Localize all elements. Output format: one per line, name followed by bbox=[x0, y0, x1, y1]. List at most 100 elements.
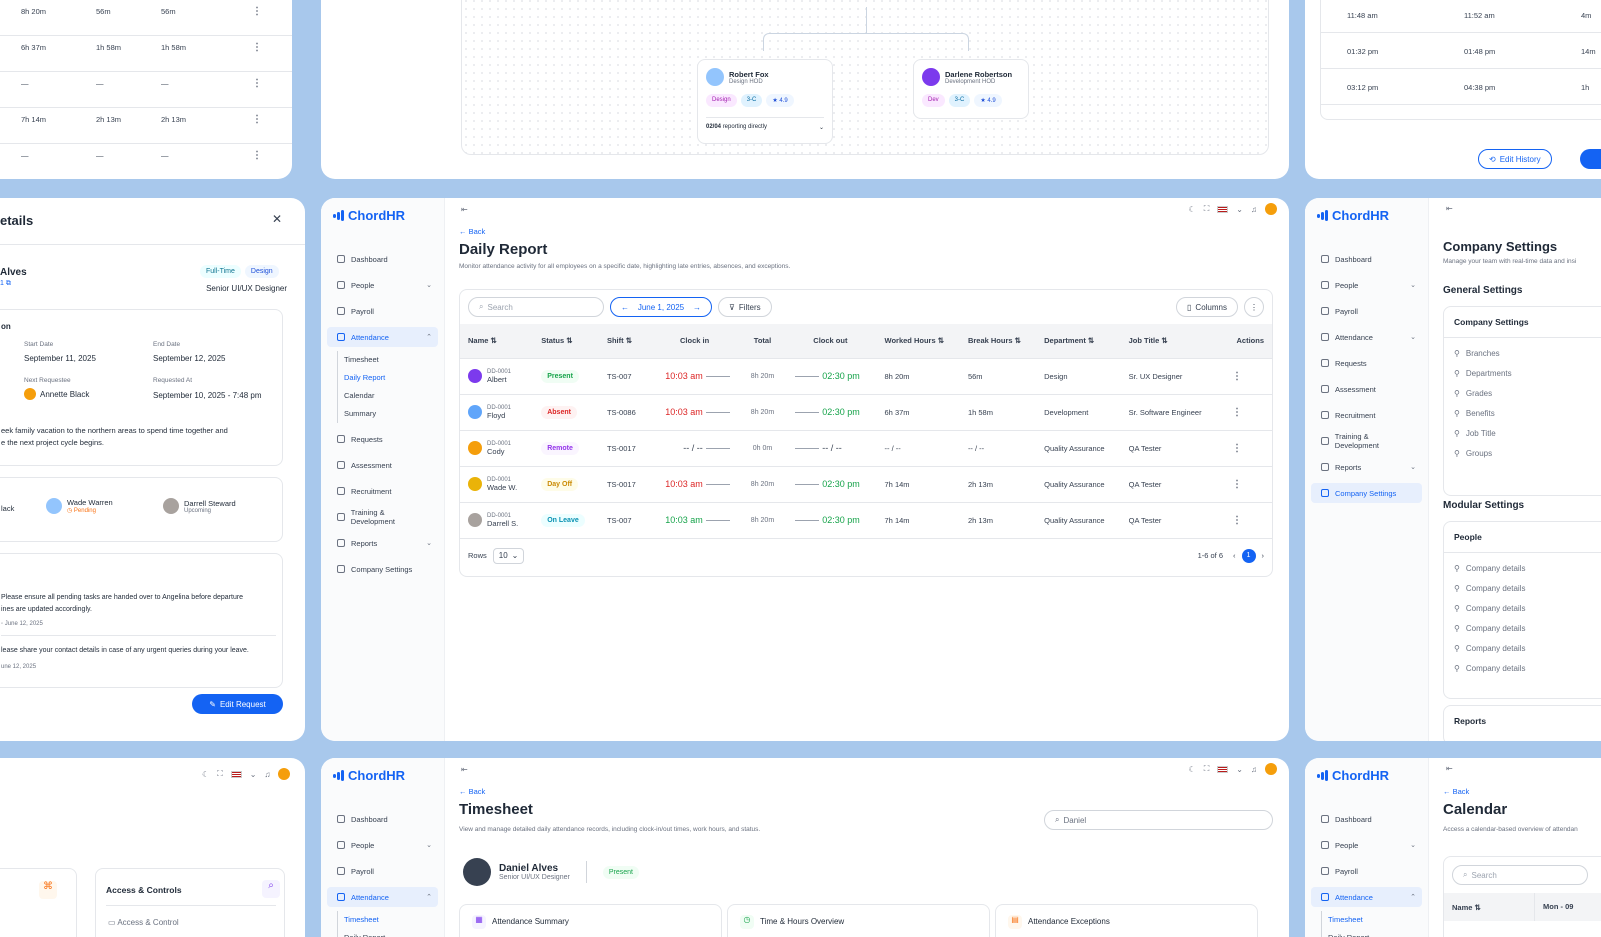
column-header[interactable]: Total bbox=[740, 324, 785, 358]
sidebar-item-assessment[interactable]: Assessment bbox=[327, 455, 438, 475]
moon-icon[interactable]: ☾ bbox=[202, 769, 210, 779]
chevron-down-icon[interactable]: ⌄ bbox=[1236, 764, 1243, 774]
chevron-down-icon[interactable]: ⌄ bbox=[818, 125, 824, 131]
column-header[interactable]: Break Hours ⇅ bbox=[959, 324, 1037, 358]
flag-icon[interactable] bbox=[230, 770, 242, 778]
chevron-icon[interactable]: ⌄ bbox=[1410, 842, 1416, 849]
sidebar-item-attendance[interactable]: Attendance ⌄ bbox=[1311, 327, 1422, 347]
collapse-sidebar-icon[interactable]: ⇤ bbox=[1446, 764, 1453, 773]
chevron-icon[interactable]: ⌃ bbox=[1410, 894, 1416, 901]
flag-icon[interactable] bbox=[1217, 765, 1229, 773]
sidebar-item-training-development[interactable]: Training & Development bbox=[327, 507, 438, 527]
settings-item[interactable]: ⚲ Company details bbox=[1454, 664, 1526, 673]
sidebar-item-recruitment[interactable]: Recruitment bbox=[1311, 405, 1422, 425]
chevron-down-icon[interactable]: ⌄ bbox=[249, 769, 257, 779]
submenu-item[interactable]: Daily Report bbox=[344, 373, 386, 382]
settings-item[interactable]: ⚲ Company details bbox=[1454, 644, 1526, 653]
table-row[interactable]: DD-0001 Darrell S. On Leave TS-007 10:03 am 8… bbox=[460, 501, 1272, 538]
sidebar-item-dashboard[interactable]: Dashboard bbox=[1311, 249, 1422, 269]
chevron-icon[interactable]: ⌃ bbox=[426, 334, 432, 341]
employee-id[interactable]: 1 ⧉ bbox=[0, 280, 11, 287]
edit-button[interactable] bbox=[1580, 149, 1601, 169]
chevron-icon[interactable]: ⌄ bbox=[1410, 282, 1416, 289]
submenu-item[interactable]: Summary bbox=[344, 409, 377, 418]
rows-select[interactable]: 10 ⌄ bbox=[492, 547, 525, 564]
row-actions-icon[interactable]: ⋮ bbox=[252, 6, 262, 17]
column-header[interactable]: Shift ⇅ bbox=[598, 324, 649, 358]
more-options-button[interactable]: ⋮ bbox=[1244, 297, 1264, 317]
sidebar-item-requests[interactable]: Requests bbox=[1311, 353, 1422, 373]
column-header-day[interactable]: Mon - 09 bbox=[1534, 893, 1573, 921]
row-actions-icon[interactable]: ⋮ bbox=[1218, 501, 1272, 538]
row-actions-icon[interactable]: ⋮ bbox=[1218, 357, 1272, 394]
sidebar-item-recruitment[interactable]: Recruitment bbox=[327, 481, 438, 501]
column-header[interactable]: Department ⇅ bbox=[1036, 324, 1121, 358]
filters-button[interactable]: ⊽ Filters bbox=[718, 297, 772, 317]
sidebar-item-people[interactable]: People ⌄ bbox=[1311, 275, 1422, 295]
column-header[interactable]: Worked Hours ⇅ bbox=[876, 324, 960, 358]
chevron-right-icon[interactable]: › bbox=[1261, 551, 1265, 560]
column-header[interactable]: Actions bbox=[1218, 324, 1272, 358]
collapse-sidebar-icon[interactable]: ⇤ bbox=[1446, 204, 1453, 213]
moon-icon[interactable]: ☾ bbox=[1188, 204, 1196, 214]
employee-search-input[interactable]: ⌕ Daniel bbox=[1044, 810, 1273, 830]
edit-request-button[interactable]: ✎ Edit Request bbox=[192, 694, 283, 714]
fullscreen-icon[interactable]: ⛶ bbox=[1203, 204, 1210, 213]
search-input[interactable]: ⌕ Search bbox=[468, 297, 604, 317]
avatar[interactable] bbox=[1265, 203, 1277, 215]
settings-item[interactable]: ⚲ Groups bbox=[1454, 449, 1493, 458]
sidebar-item-payroll[interactable]: Payroll bbox=[327, 861, 438, 881]
bell-icon[interactable]: ♫ bbox=[264, 769, 271, 779]
column-header-name[interactable]: Name ⇅ bbox=[1452, 902, 1481, 912]
bell-icon[interactable]: ♫ bbox=[1251, 204, 1257, 214]
columns-button[interactable]: ▯ Columns bbox=[1176, 297, 1238, 317]
settings-item[interactable]: ⚲ Departments bbox=[1454, 369, 1512, 378]
sidebar-item-people[interactable]: People ⌄ bbox=[327, 835, 438, 855]
settings-item[interactable]: ⚲ Branches bbox=[1454, 349, 1500, 358]
settings-item[interactable]: ⚲ Company details bbox=[1454, 564, 1526, 573]
avatar[interactable] bbox=[278, 768, 291, 780]
sidebar-item-people[interactable]: People ⌄ bbox=[1311, 835, 1422, 855]
sidebar-item-payroll[interactable]: Payroll bbox=[1311, 301, 1422, 321]
submenu-item[interactable]: Daily Report bbox=[344, 929, 444, 937]
settings-item[interactable]: ⚲ Company details bbox=[1454, 584, 1526, 593]
row-actions-icon[interactable]: ⋮ bbox=[252, 114, 262, 125]
fullscreen-icon[interactable]: ⛶ bbox=[217, 769, 223, 778]
submenu-item[interactable]: Timesheet bbox=[1328, 915, 1363, 924]
column-header[interactable]: Clock in bbox=[648, 324, 741, 358]
avatar[interactable] bbox=[1265, 763, 1277, 775]
sidebar-item-attendance[interactable]: Attendance ⌃ bbox=[327, 327, 438, 347]
collapse-sidebar-icon[interactable]: ⇤ bbox=[461, 204, 468, 214]
chevron-icon[interactable]: ⌄ bbox=[426, 282, 432, 289]
sidebar-item-dashboard[interactable]: Dashboard bbox=[327, 809, 438, 829]
table-row[interactable]: DD-0001 Floyd Absent TS-0086 10:03 am 8h 20m 0… bbox=[460, 393, 1272, 430]
org-node-robert-fox[interactable]: Robert Fox Design HOD Design 3-C ★ 4.9 0… bbox=[697, 59, 833, 144]
row-actions-icon[interactable]: ⋮ bbox=[1218, 429, 1272, 466]
submenu-item[interactable]: Daily Report bbox=[1328, 929, 1428, 937]
back-link[interactable]: ← Back bbox=[1443, 787, 1470, 796]
column-header[interactable]: Status ⇅ bbox=[533, 324, 599, 358]
row-actions-icon[interactable]: ⋮ bbox=[252, 78, 262, 89]
chevron-icon[interactable]: ⌃ bbox=[426, 894, 432, 901]
page-button[interactable]: 1 bbox=[1241, 548, 1256, 563]
chevron-down-icon[interactable]: ⌄ bbox=[1236, 204, 1243, 214]
submenu-item[interactable]: Timesheet bbox=[344, 355, 379, 364]
table-row[interactable]: DD-0001 Albert Present TS-007 10:03 am 8h 20m… bbox=[460, 357, 1272, 394]
fullscreen-icon[interactable]: ⛶ bbox=[1203, 764, 1210, 773]
settings-item[interactable]: ⚲ Company details bbox=[1454, 624, 1526, 633]
sidebar-item-reports[interactable]: Reports ⌄ bbox=[327, 533, 438, 553]
sidebar-item-company-settings[interactable]: Company Settings bbox=[1311, 483, 1422, 503]
chevron-icon[interactable]: ⌄ bbox=[1410, 334, 1416, 341]
back-link[interactable]: ← Back bbox=[459, 227, 486, 236]
table-row[interactable]: DD-0001 Cody Remote TS-0017 -- / -- 0h 0m -- /… bbox=[460, 429, 1272, 466]
settings-item[interactable]: ⚲ Benefits bbox=[1454, 409, 1495, 418]
settings-item[interactable]: ⚲ Job Title bbox=[1454, 429, 1496, 438]
chevron-icon[interactable]: ⌄ bbox=[426, 842, 432, 849]
search-input[interactable]: ⌕ Search bbox=[1452, 865, 1588, 885]
column-header[interactable]: Job Title ⇅ bbox=[1120, 324, 1219, 358]
sidebar-item-training-development[interactable]: Training & Development bbox=[1311, 431, 1422, 451]
org-node-darlene-robertson[interactable]: Darlene Robertson Development HOD Dev 3-… bbox=[913, 59, 1029, 119]
date-picker[interactable]: ← June 1, 2025 → bbox=[610, 297, 712, 317]
sidebar-item-assessment[interactable]: Assessment bbox=[1311, 379, 1422, 399]
settings-item[interactable]: ⚲ Company details bbox=[1454, 604, 1526, 613]
